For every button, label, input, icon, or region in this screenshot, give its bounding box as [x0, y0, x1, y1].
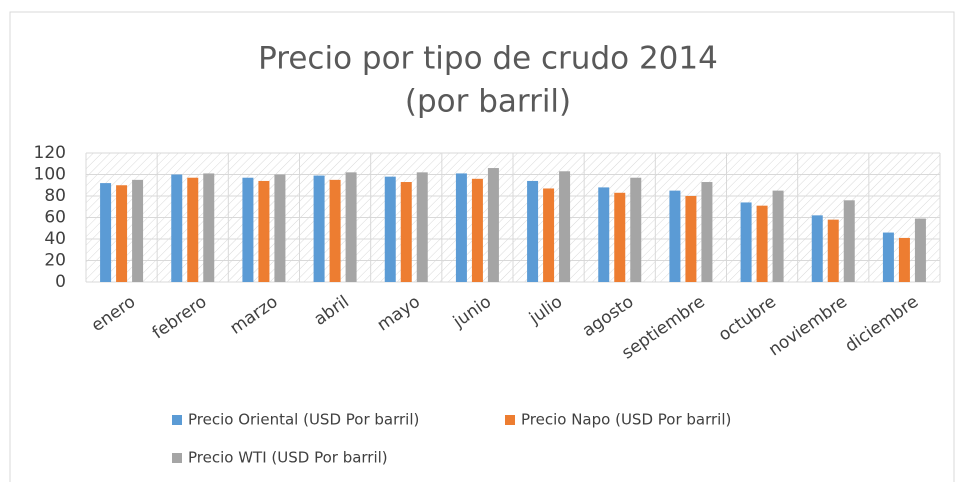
chart-subtitle: (por barril) [405, 84, 571, 120]
bar [416, 172, 428, 282]
bar [669, 190, 681, 282]
y-tick-label: 100 [34, 165, 66, 185]
bar [827, 219, 839, 282]
bar [171, 174, 183, 282]
bar [132, 179, 144, 282]
legend-swatch [505, 415, 515, 425]
bar [898, 237, 910, 282]
bar [756, 205, 768, 282]
bar [559, 171, 571, 282]
y-tick-label: 120 [34, 143, 66, 163]
bar [116, 185, 128, 282]
bar [100, 183, 112, 282]
bar [400, 182, 412, 282]
y-tick-label: 80 [44, 186, 66, 206]
legend-label: Precio Oriental (USD Por barril) [188, 411, 419, 429]
bar [914, 218, 926, 282]
bar [487, 168, 499, 282]
y-tick-label: 60 [44, 208, 66, 228]
legend-swatch [172, 453, 182, 463]
bar [882, 232, 894, 282]
legend-label: Precio WTI (USD Por barril) [188, 449, 388, 467]
bar [701, 182, 713, 282]
legend-swatch [172, 415, 182, 425]
bar [187, 177, 199, 282]
y-tick-label: 40 [44, 229, 66, 249]
bar [384, 176, 396, 282]
chart-title: Precio por tipo de crudo 2014 [258, 41, 718, 77]
bar [598, 187, 610, 282]
y-tick-label: 0 [55, 272, 66, 292]
bar [329, 179, 341, 282]
bar [471, 178, 483, 282]
y-tick-label: 20 [44, 251, 66, 271]
bar [313, 175, 325, 282]
bar [614, 192, 626, 282]
bar [345, 172, 357, 282]
bar [740, 202, 752, 282]
bar [242, 177, 254, 282]
bar [274, 174, 286, 282]
bar [203, 173, 215, 282]
bar [455, 173, 467, 282]
bar [685, 196, 697, 282]
bar [543, 188, 555, 282]
bar [811, 215, 823, 282]
bar [630, 177, 642, 282]
bar [843, 200, 855, 282]
legend-label: Precio Napo (USD Por barril) [521, 411, 731, 429]
bar [527, 180, 539, 282]
bar [772, 190, 784, 282]
bar [258, 180, 270, 282]
